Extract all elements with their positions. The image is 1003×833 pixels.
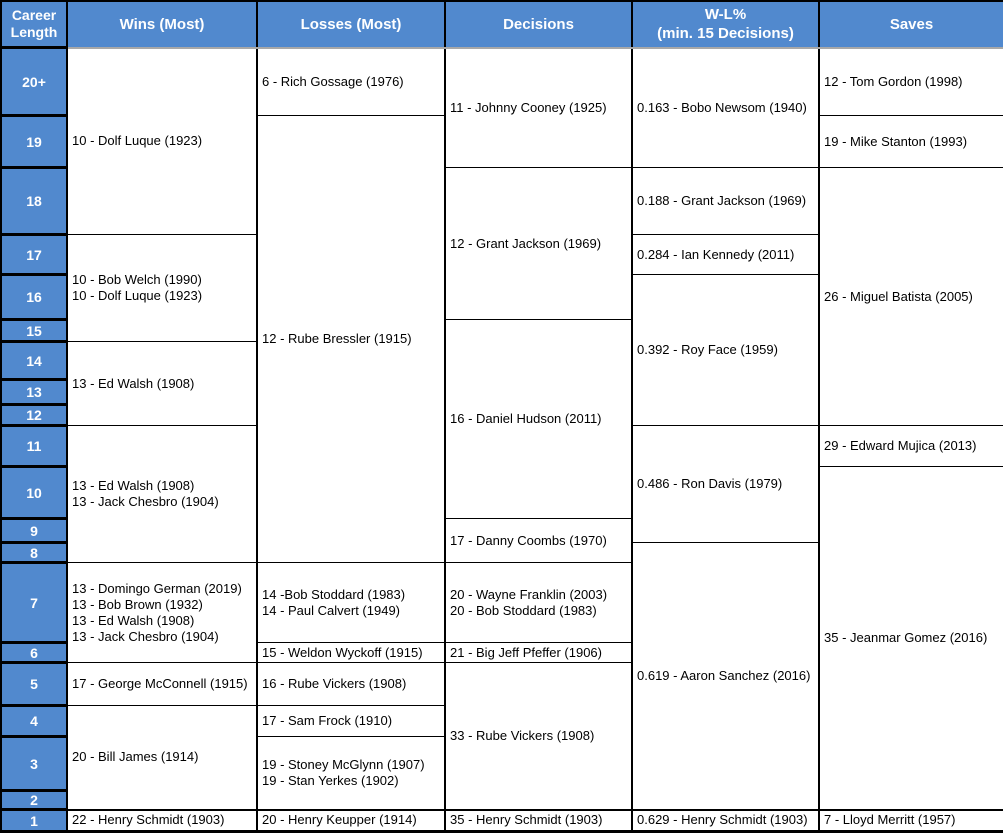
decisions-cell: 11 - Johnny Cooney (1925) [444, 47, 633, 168]
saves-cell: 12 - Tom Gordon (1998) [818, 47, 1003, 116]
header-row: Career Length Wins (Most) Losses (Most) … [0, 0, 1003, 49]
career-length-cell: 2 [0, 789, 68, 811]
header-losses: Losses (Most) [256, 0, 446, 49]
career-length-cell: 14 [0, 340, 68, 381]
losses-cell: 12 - Rube Bressler (1915) [256, 115, 446, 563]
decisions-cell: 21 - Big Jeff Pfeffer (1906) [444, 642, 633, 663]
wl-pct-cell: 0.392 - Roy Face (1959) [631, 274, 820, 426]
wins-cell: 13 - Ed Walsh (1908) 13 - Jack Chesbro (… [66, 425, 258, 563]
career-length-cell: 9 [0, 517, 68, 544]
losses-cell: 16 - Rube Vickers (1908) [256, 662, 446, 706]
header-decisions: Decisions [444, 0, 633, 49]
career-length-cell: 6 [0, 641, 68, 664]
wl-pct-cell: 0.619 - Aaron Sanchez (2016) [631, 542, 820, 810]
career-length-cell: 13 [0, 378, 68, 406]
saves-cell: 7 - Lloyd Merritt (1957) [818, 808, 1003, 832]
table-row-18: 18 12 - Grant Jackson (1969) 0.188 - Gra… [0, 166, 1003, 426]
table-row-6: 6 15 - Weldon Wyckoff (1915) 21 - Big Je… [0, 641, 1003, 664]
losses-cell: 14 -Bob Stoddard (1983) 14 - Paul Calver… [256, 562, 446, 643]
decisions-cell: 33 - Rube Vickers (1908) [444, 662, 633, 810]
header-career-length: Career Length [0, 0, 68, 49]
table-row-3: 3 19 - Stoney McGlynn (1907) 19 - Stan Y… [0, 735, 1003, 810]
table-row-8: 8 0.619 - Aaron Sanchez (2016) [0, 541, 1003, 810]
header-wins: Wins (Most) [66, 0, 258, 49]
wins-cell: 17 - George McConnell (1915) [66, 662, 258, 706]
table-row-4: 4 20 - Bill James (1914) 17 - Sam Frock … [0, 704, 1003, 810]
losses-cell: 17 - Sam Frock (1910) [256, 705, 446, 737]
decisions-cell: 35 - Henry Schmidt (1903) [444, 808, 633, 832]
career-length-cell: 5 [0, 661, 68, 707]
losses-cell: 19 - Stoney McGlynn (1907) 19 - Stan Yer… [256, 736, 446, 810]
career-length-cell: 12 [0, 403, 68, 427]
wl-pct-cell: 0.629 - Henry Schmidt (1903) [631, 808, 820, 832]
table-row-11: 11 13 - Ed Walsh (1908) 13 - Jack Chesbr… [0, 424, 1003, 563]
career-length-cell: 8 [0, 541, 68, 564]
table-row-9: 9 17 - Danny Coombs (1970) [0, 517, 1003, 563]
table-row-13: 13 [0, 378, 1003, 406]
career-length-cell: 4 [0, 704, 68, 738]
career-length-cell: 20+ [0, 46, 68, 117]
losses-cell: 15 - Weldon Wyckoff (1915) [256, 642, 446, 663]
table-row-20plus: 20+ 10 - Dolf Luque (1923) 6 - Rich Goss… [0, 46, 1003, 235]
table-row-12: 12 [0, 403, 1003, 427]
saves-cell: 29 - Edward Mujica (2013) [818, 425, 1003, 467]
table-row-2: 2 [0, 789, 1003, 811]
wins-cell: 13 - Domingo German (2019) 13 - Bob Brow… [66, 562, 258, 663]
wl-pct-cell: 0.188 - Grant Jackson (1969) [631, 167, 820, 235]
career-length-cell: 11 [0, 424, 68, 468]
career-length-cell: 17 [0, 233, 68, 276]
table-row-14: 14 13 - Ed Walsh (1908) [0, 340, 1003, 426]
losses-cell: 20 - Henry Keupper (1914) [256, 808, 446, 832]
career-length-cell: 19 [0, 114, 68, 169]
career-length-cell: 18 [0, 166, 68, 236]
table-row-5: 5 17 - George McConnell (1915) 16 - Rube… [0, 661, 1003, 810]
table-row-10: 10 35 - Jeanmar Gomez (2016) [0, 465, 1003, 810]
header-saves: Saves [818, 0, 1003, 49]
wl-pct-cell: 0.163 - Bobo Newsom (1940) [631, 47, 820, 168]
losses-cell: 6 - Rich Gossage (1976) [256, 47, 446, 116]
saves-cell: 35 - Jeanmar Gomez (2016) [818, 466, 1003, 810]
table-row-19: 19 12 - Rube Bressler (1915) 19 - Mike S… [0, 114, 1003, 563]
career-length-cell: 7 [0, 561, 68, 644]
saves-cell: 26 - Miguel Batista (2005) [818, 167, 1003, 426]
career-length-cell: 10 [0, 465, 68, 520]
wins-cell: 10 - Dolf Luque (1923) [66, 47, 258, 235]
decisions-cell: 20 - Wayne Franklin (2003) 20 - Bob Stod… [444, 562, 633, 643]
table-row-16: 16 0.392 - Roy Face (1959) [0, 273, 1003, 426]
table-row-17: 17 10 - Bob Welch (1990) 10 - Dolf Luque… [0, 233, 1003, 342]
career-length-cell: 1 [0, 808, 68, 833]
header-wl-pct: W-L% (min. 15 Decisions) [631, 0, 820, 49]
wins-cell: 13 - Ed Walsh (1908) [66, 341, 258, 426]
wins-cell: 10 - Bob Welch (1990) 10 - Dolf Luque (1… [66, 234, 258, 342]
table-row-15: 15 16 - Daniel Hudson (2011) [0, 318, 1003, 519]
decisions-cell: 17 - Danny Coombs (1970) [444, 518, 633, 563]
saves-cell: 19 - Mike Stanton (1993) [818, 115, 1003, 168]
wins-cell: 20 - Bill James (1914) [66, 705, 258, 810]
career-length-cell: 3 [0, 735, 68, 792]
decisions-cell: 16 - Daniel Hudson (2011) [444, 319, 633, 519]
wl-pct-cell: 0.486 - Ron Davis (1979) [631, 425, 820, 543]
career-length-cell: 16 [0, 273, 68, 321]
table-row-1: 1 22 - Henry Schmidt (1903) 20 - Henry K… [0, 808, 1003, 833]
wins-cell: 22 - Henry Schmidt (1903) [66, 808, 258, 832]
table-row-7: 7 13 - Domingo German (2019) 13 - Bob Br… [0, 561, 1003, 663]
wl-pct-cell: 0.284 - Ian Kennedy (2011) [631, 234, 820, 275]
decisions-cell: 12 - Grant Jackson (1969) [444, 167, 633, 320]
career-length-cell: 15 [0, 318, 68, 343]
